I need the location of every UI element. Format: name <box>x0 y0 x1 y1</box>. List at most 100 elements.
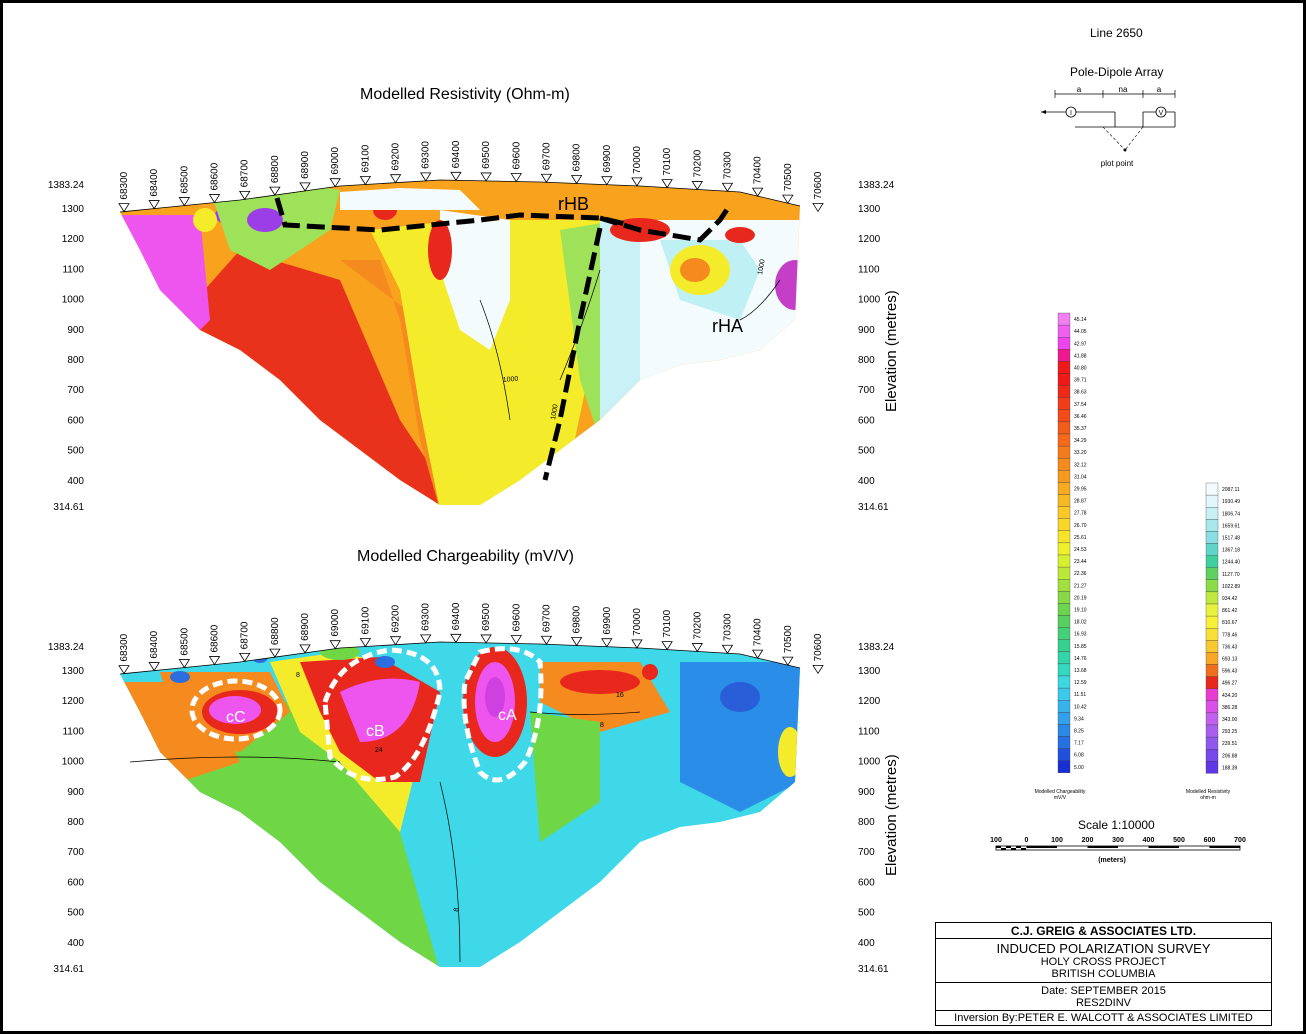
station-label: 69500 <box>481 141 492 169</box>
scale-swatch <box>1057 433 1071 447</box>
scale-value: 8.25 <box>1074 728 1084 734</box>
station-marker-icon <box>631 639 643 649</box>
chg-contour-label-2: 16 <box>616 692 624 699</box>
elevation-tick-label: 400 <box>67 938 84 949</box>
scale-swatch <box>1057 470 1071 483</box>
station-marker-icon <box>510 173 522 183</box>
elevation-tick-label: 1300 <box>858 666 881 677</box>
scale-value: 11.51 <box>1074 692 1086 698</box>
scale-title: Scale 1:10000 <box>1078 818 1155 832</box>
scale-value: 9.34 <box>1074 716 1084 722</box>
station-label: 69100 <box>360 144 371 172</box>
station-label: 69600 <box>511 603 522 631</box>
scale-value: 693.13 <box>1222 656 1238 662</box>
scale-value: 343.00 <box>1222 717 1238 723</box>
station-label: 68300 <box>119 633 130 661</box>
scale-swatch <box>1057 349 1071 362</box>
station-label: 69000 <box>330 146 341 174</box>
scale-swatch <box>1057 385 1071 398</box>
scale-swatch <box>1057 675 1071 689</box>
elevation-axis-right: 1383.24 1300 1200 1100 1000 900 800 700 600 500 40… <box>858 642 895 975</box>
scale-swatch <box>1205 531 1219 544</box>
chg-axis-label: Elevation (metres) <box>883 754 900 876</box>
inversion: Inversion By:PETER E. WALCOTT & ASSOCIAT… <box>954 1012 1253 1024</box>
elevation-tick-label: 1100 <box>858 264 880 275</box>
scale-swatch <box>1205 688 1219 701</box>
station-marker-icon <box>540 173 553 184</box>
scale-value: 1930.49 <box>1222 499 1240 505</box>
station-marker-icon <box>420 634 432 644</box>
scale-value: 19.10 <box>1074 607 1087 613</box>
station-label: 70200 <box>692 149 703 177</box>
station-marker-icon <box>721 182 734 193</box>
elevation-tick-label: 500 <box>858 908 875 919</box>
elevation-tick-label: 1383.24 <box>48 180 85 191</box>
scale-swatch <box>1205 482 1219 496</box>
scale-tick-label: 300 <box>1112 837 1124 844</box>
chargeability-title: Modelled Chargeability (mV/V) <box>357 548 574 565</box>
scale-swatch <box>1057 506 1071 519</box>
scale-value: 28.87 <box>1074 499 1087 505</box>
current-symbol: I <box>1070 110 1072 117</box>
station-marker-icon <box>450 171 462 182</box>
scale-swatch <box>1205 543 1219 556</box>
scale-value: 434.20 <box>1222 693 1238 699</box>
elevation-tick-label: 900 <box>67 787 84 798</box>
elevation-tick-label: 600 <box>67 415 84 426</box>
scale-tick-label: 100 <box>1051 837 1063 844</box>
station-label: 69900 <box>602 144 613 172</box>
elevation-tick-label: 1100 <box>62 726 84 737</box>
station-marker-icon <box>661 641 673 651</box>
scale-swatch <box>1057 603 1071 616</box>
station-marker-icon <box>631 177 643 187</box>
scale-value: 1517.48 <box>1222 535 1240 541</box>
station-label: 70400 <box>753 156 764 184</box>
scale-swatch <box>1057 324 1071 338</box>
scale-swatch <box>1057 700 1071 713</box>
station-marker-icon <box>601 638 613 648</box>
elevation-tick-label: 700 <box>67 385 84 396</box>
resistivity-colour-scale: 2087.11 1930.49 1806.74 1659.61 1517.48 1367.… <box>1205 482 1240 774</box>
station-label: 70000 <box>632 146 643 174</box>
scale-swatch <box>1057 482 1071 495</box>
station-marker-icon <box>661 179 673 189</box>
station-label: 68700 <box>240 621 251 649</box>
scale-swatch <box>1205 761 1219 774</box>
scale-tick-label: 0 <box>1025 837 1029 844</box>
scale-swatch <box>1057 409 1071 423</box>
scale-value: 33.20 <box>1074 450 1087 456</box>
scale-value: 861.42 <box>1222 608 1238 614</box>
scale-swatch <box>1205 640 1219 653</box>
contour-label-1: 1000 <box>503 376 519 384</box>
station-marker-icon <box>389 636 402 646</box>
station-marker-icon <box>420 172 432 182</box>
scale-swatch <box>1057 687 1071 701</box>
station-marker-icon <box>510 635 522 645</box>
scale-value: 13.68 <box>1074 668 1087 674</box>
contour-label-3: 1000 <box>757 259 767 276</box>
elevation-tick-label: 800 <box>67 355 84 366</box>
station-marker-icon <box>480 634 492 644</box>
scale-value: 26.70 <box>1074 523 1087 529</box>
station-label: 68400 <box>149 630 160 658</box>
scale-value: 206.88 <box>1222 753 1238 759</box>
scale-value: 239.51 <box>1222 741 1238 747</box>
scale-value: 596.43 <box>1222 669 1238 675</box>
elevation-tick-label: 1000 <box>858 295 881 306</box>
scale-swatch <box>1205 507 1219 520</box>
elevation-tick-label: 400 <box>858 476 875 487</box>
scale-swatch <box>1205 519 1219 532</box>
station-marker-icon <box>540 635 553 646</box>
station-label: 68900 <box>300 151 311 179</box>
chg-contour-label-5: 8 <box>453 907 461 912</box>
scale-bar: 100 0 100 200 300 400 500 600 700 (meters) <box>990 837 1246 864</box>
array-a-right: a <box>1157 85 1162 94</box>
scale-value: 2087.11 <box>1222 487 1240 493</box>
anno-ca: cA <box>498 707 517 724</box>
scale-swatch <box>1057 530 1071 544</box>
scale-value: 36.46 <box>1074 414 1087 420</box>
scale-value: 293.25 <box>1222 729 1238 735</box>
station-label: 68400 <box>149 168 160 196</box>
arrow-icon <box>1041 110 1046 114</box>
